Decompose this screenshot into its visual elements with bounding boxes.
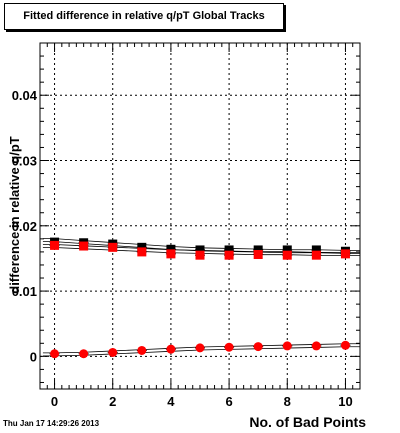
x-tick-label: 0	[51, 394, 58, 409]
x-tick-label: 4	[167, 394, 175, 409]
chart-title-box: Fitted difference in relative q/pT Globa…	[4, 3, 284, 30]
data-point-square	[108, 242, 118, 252]
data-point-circle	[137, 345, 147, 355]
data-point-circle	[282, 341, 292, 351]
data-point-square	[224, 245, 234, 255]
data-point-square	[224, 250, 234, 260]
data-point-circle	[253, 342, 263, 352]
data-point-circle	[108, 347, 118, 357]
x-tick-labels: 0 2 4 6 8 10	[51, 394, 353, 409]
y-tick-label: 0.04	[12, 88, 38, 103]
data-point-square	[311, 250, 321, 260]
y-tick-label: 0.01	[12, 284, 37, 299]
data-point-square	[195, 250, 205, 260]
data-point-square	[166, 249, 176, 259]
data-point-circle	[50, 349, 60, 359]
data-point-circle	[311, 341, 321, 351]
x-tick-label: 6	[225, 394, 232, 409]
data-point-circle	[224, 342, 234, 352]
x-tick-label: 8	[284, 394, 291, 409]
y-grid	[40, 94, 360, 357]
x-axis-ticks	[39, 43, 361, 389]
data-point-square	[340, 249, 350, 259]
plot-frame	[39, 42, 361, 390]
y-tick-label: 0.02	[12, 219, 37, 234]
data-point-square	[253, 245, 263, 255]
data-point-circle	[166, 344, 176, 354]
chart-title: Fitted difference in relative q/pT Globa…	[23, 10, 265, 22]
data-point-square	[50, 240, 60, 250]
data-point-square	[137, 242, 147, 252]
y-axis-title: difference in relative q/pT	[7, 136, 22, 294]
data-point-circle	[340, 340, 350, 350]
data-point-square	[195, 245, 205, 255]
data-point-square	[137, 247, 147, 257]
data-point-square	[282, 250, 292, 260]
y-tick-labels: 0 0.01 0.02 0.03 0.04	[12, 88, 38, 364]
data-point-circle	[195, 343, 205, 353]
data-point-square	[166, 244, 176, 254]
x-axis-title: No. of Bad Points	[249, 414, 366, 430]
data-markers	[49, 237, 351, 359]
x-tick-label: 2	[109, 394, 116, 409]
y-axis-ticks	[40, 42, 360, 383]
x-tick-label: 10	[338, 394, 352, 409]
data-point-square	[253, 250, 263, 260]
data-point-square	[282, 245, 292, 255]
data-point-square	[311, 245, 321, 255]
data-point-square	[79, 241, 89, 251]
y-tick-label: 0	[30, 349, 37, 364]
timestamp: Thu Jan 17 14:29:26 2013	[3, 419, 100, 428]
data-point-circle	[79, 349, 89, 359]
y-tick-label: 0.03	[12, 154, 37, 169]
